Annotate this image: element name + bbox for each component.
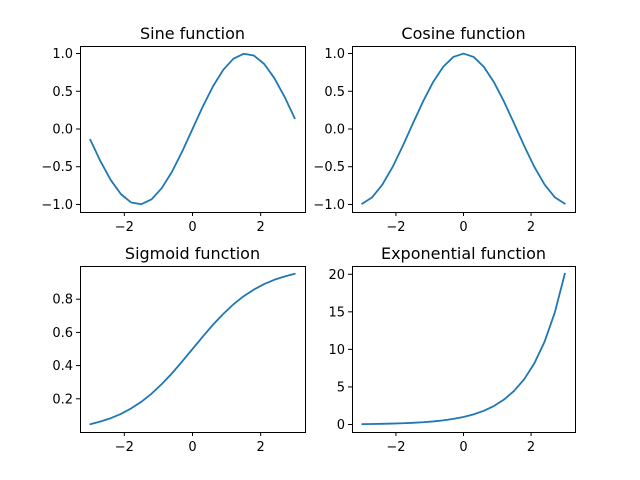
cosine-y-tick-label: 1.0 <box>324 47 345 62</box>
sine-x-tick-label: 0 <box>188 220 196 235</box>
exponential-y-tick-label: 10 <box>328 343 345 358</box>
sine-y-tick-label: −1.0 <box>41 198 73 213</box>
sigmoid-panel: −2 0 2 0.2 0.4 0.6 0.8 Sigmoid function <box>52 244 306 455</box>
cosine-axes-frame <box>352 46 576 213</box>
exponential-y-tick-label: 0 <box>337 418 345 433</box>
sigmoid-title: Sigmoid function <box>125 244 260 263</box>
cosine-x-tick-label: −2 <box>386 220 405 235</box>
sigmoid-y-tick-label: 0.2 <box>52 392 73 407</box>
sine-series-line <box>89 52 296 206</box>
exponential-y-tick-label: 5 <box>337 380 345 395</box>
sigmoid-x-tick-label: 0 <box>188 440 196 455</box>
cosine-y-tick-label: −1.0 <box>313 198 345 213</box>
exponential-y-tick-label: 20 <box>328 268 345 283</box>
cosine-y-tick-label: 0.0 <box>324 123 345 138</box>
cosine-series-line <box>361 52 566 205</box>
cosine-x-tick-label: 2 <box>527 220 535 235</box>
cosine-y-tick-label: −0.5 <box>313 160 345 175</box>
exponential-series-line <box>361 272 566 426</box>
exponential-x-tick-label: 2 <box>527 440 535 455</box>
cosine-title: Cosine function <box>401 24 525 43</box>
sine-x-tick-label: 2 <box>257 220 265 235</box>
sigmoid-y-tick-label: 0.6 <box>52 326 73 341</box>
cosine-x-tick-label: 0 <box>459 220 467 235</box>
sigmoid-x-tick-label: 2 <box>257 440 265 455</box>
sigmoid-x-tick-label: −2 <box>115 440 134 455</box>
exponential-x-tick-label: −2 <box>386 440 405 455</box>
cosine-panel: −2 0 2 −1.0 −0.5 0.0 0.5 1.0 Cosine function <box>313 24 576 235</box>
exponential-title: Exponential function <box>381 244 546 263</box>
sine-y-tick-label: 0.5 <box>52 85 73 100</box>
sine-x-tick-label: −2 <box>115 220 134 235</box>
exponential-x-tick-label: 0 <box>459 440 467 455</box>
sine-y-tick-label: 1.0 <box>52 47 73 62</box>
exponential-y-tick-label: 15 <box>328 305 345 320</box>
cosine-y-tick-label: 0.5 <box>324 85 345 100</box>
sigmoid-series-line <box>89 272 296 426</box>
sigmoid-y-tick-label: 0.8 <box>52 293 73 308</box>
sine-panel: −2 0 2 −1.0 −0.5 0.0 0.5 1.0 Sine function <box>41 24 306 235</box>
sigmoid-y-tick-label: 0.4 <box>52 359 73 374</box>
exponential-axes-frame <box>352 266 576 433</box>
sine-y-tick-label: −0.5 <box>41 160 73 175</box>
sine-title: Sine function <box>140 24 245 43</box>
sine-y-tick-label: 0.0 <box>52 123 73 138</box>
